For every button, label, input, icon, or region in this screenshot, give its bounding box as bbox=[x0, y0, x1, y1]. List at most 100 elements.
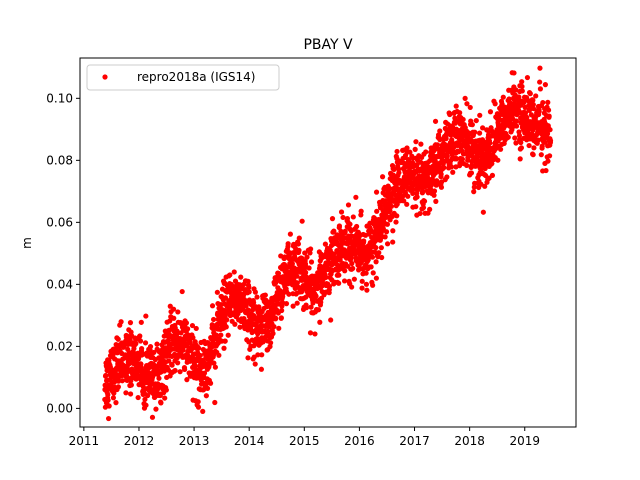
data-point bbox=[387, 186, 393, 192]
data-point bbox=[396, 170, 402, 176]
data-point bbox=[336, 272, 342, 278]
data-point bbox=[545, 107, 552, 113]
data-point bbox=[438, 171, 444, 177]
data-point bbox=[330, 251, 337, 257]
plot-area-frame bbox=[79, 57, 577, 428]
data-point bbox=[524, 74, 531, 81]
x-tick-label: 2011 bbox=[69, 434, 100, 448]
data-point bbox=[519, 83, 525, 90]
data-point bbox=[162, 395, 168, 401]
data-point bbox=[512, 135, 518, 141]
data-point bbox=[303, 269, 309, 276]
legend-box bbox=[86, 64, 280, 91]
data-point bbox=[139, 346, 145, 352]
data-point bbox=[223, 324, 229, 330]
data-point bbox=[373, 275, 379, 281]
y-tick-label: 0.08 bbox=[46, 153, 73, 167]
data-point bbox=[185, 326, 191, 332]
data-point bbox=[537, 79, 543, 85]
data-point bbox=[480, 125, 486, 131]
data-point bbox=[140, 384, 146, 390]
data-point bbox=[336, 280, 342, 286]
data-point bbox=[516, 133, 523, 139]
data-point bbox=[195, 399, 201, 405]
data-point bbox=[513, 140, 519, 146]
data-point bbox=[275, 270, 282, 276]
data-point bbox=[489, 172, 496, 178]
data-point bbox=[431, 188, 438, 194]
data-point bbox=[212, 399, 218, 406]
data-point bbox=[118, 319, 124, 325]
x-tick-label: 2016 bbox=[344, 434, 375, 448]
data-point bbox=[308, 259, 315, 265]
data-point bbox=[303, 305, 310, 311]
data-point bbox=[427, 206, 433, 212]
data-point bbox=[423, 149, 429, 155]
data-point bbox=[189, 322, 196, 329]
data-point bbox=[111, 379, 117, 385]
data-point bbox=[480, 209, 486, 215]
data-point bbox=[513, 87, 519, 93]
data-point bbox=[419, 188, 426, 194]
data-point bbox=[517, 156, 523, 162]
data-point bbox=[154, 341, 160, 347]
data-point bbox=[190, 335, 196, 341]
data-point bbox=[350, 214, 356, 220]
data-point bbox=[418, 141, 424, 147]
data-point bbox=[310, 300, 316, 306]
data-point bbox=[537, 65, 543, 71]
data-point bbox=[547, 127, 553, 133]
data-point bbox=[336, 223, 343, 229]
data-point bbox=[115, 378, 122, 384]
data-point bbox=[374, 208, 380, 214]
data-point bbox=[414, 194, 420, 200]
data-point bbox=[540, 99, 546, 106]
data-point bbox=[175, 360, 181, 366]
data-point bbox=[368, 264, 374, 270]
data-point bbox=[448, 164, 454, 170]
data-point bbox=[282, 254, 288, 260]
data-point bbox=[149, 414, 156, 420]
data-point bbox=[138, 319, 144, 325]
data-point bbox=[209, 303, 216, 309]
data-point bbox=[204, 385, 211, 391]
data-point bbox=[547, 153, 553, 159]
data-point bbox=[133, 340, 139, 347]
data-point bbox=[439, 157, 445, 163]
data-point bbox=[421, 198, 428, 204]
data-point bbox=[211, 360, 217, 366]
data-point bbox=[347, 221, 353, 227]
data-point bbox=[361, 238, 367, 244]
data-point bbox=[539, 143, 545, 149]
data-point bbox=[256, 304, 262, 310]
data-point bbox=[287, 231, 293, 237]
x-tick-label: 2012 bbox=[124, 434, 155, 448]
data-point bbox=[143, 402, 149, 408]
data-point bbox=[285, 241, 291, 247]
data-point bbox=[294, 273, 300, 279]
data-point bbox=[304, 254, 310, 260]
data-point bbox=[487, 140, 493, 146]
data-point bbox=[153, 406, 159, 412]
data-point bbox=[518, 145, 525, 151]
data-point bbox=[341, 278, 348, 284]
data-point bbox=[142, 396, 148, 402]
data-point bbox=[113, 400, 119, 406]
data-point bbox=[183, 320, 190, 326]
data-point bbox=[246, 289, 252, 295]
data-point bbox=[469, 122, 475, 128]
data-point bbox=[543, 167, 549, 174]
data-point bbox=[318, 299, 324, 305]
data-point bbox=[349, 260, 355, 267]
data-point bbox=[326, 283, 333, 290]
data-point bbox=[538, 152, 544, 158]
data-point bbox=[123, 390, 129, 396]
data-point bbox=[175, 309, 181, 315]
data-point bbox=[259, 352, 265, 358]
data-point bbox=[268, 340, 274, 346]
data-point bbox=[542, 82, 548, 88]
data-point bbox=[294, 300, 300, 306]
data-point bbox=[232, 321, 238, 327]
data-point bbox=[270, 330, 276, 337]
data-point bbox=[536, 108, 542, 115]
